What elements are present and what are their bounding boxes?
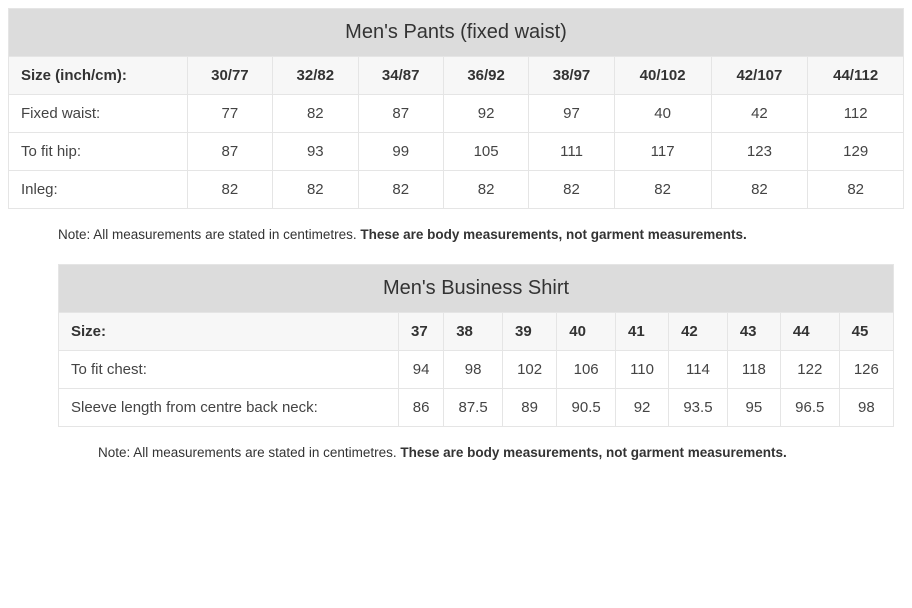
- shirt-header-row: Size: 37 38 39 40 41 42 43 44 45: [59, 313, 894, 351]
- note-prefix: Note: All measurements are stated in cen…: [58, 227, 360, 242]
- shirt-cell: 90.5: [557, 389, 616, 427]
- shirt-row-label: Sleeve length from centre back neck:: [59, 389, 399, 427]
- pants-cell: 117: [614, 133, 711, 171]
- shirt-note: Note: All measurements are stated in cen…: [8, 431, 904, 482]
- shirt-cell: 114: [669, 351, 728, 389]
- table-row: Sleeve length from centre back neck: 86 …: [59, 389, 894, 427]
- shirt-size-col: 37: [399, 313, 444, 351]
- shirt-title: Men's Business Shirt: [59, 265, 894, 313]
- shirt-cell: 96.5: [780, 389, 839, 427]
- pants-size-col: 42/107: [711, 57, 808, 95]
- shirt-row-label: To fit chest:: [59, 351, 399, 389]
- pants-table: Men's Pants (fixed waist) Size (inch/cm)…: [8, 8, 904, 209]
- shirt-cell: 94: [399, 351, 444, 389]
- shirt-size-col: 41: [616, 313, 669, 351]
- shirt-cell: 110: [616, 351, 669, 389]
- pants-cell: 82: [614, 171, 711, 209]
- pants-cell: 82: [358, 171, 443, 209]
- pants-cell: 123: [711, 133, 808, 171]
- shirt-size-col: 42: [669, 313, 728, 351]
- table-row: Inleg: 82 82 82 82 82 82 82 82: [9, 171, 904, 209]
- pants-row-label: Fixed waist:: [9, 95, 188, 133]
- shirt-cell: 95: [727, 389, 780, 427]
- pants-header-row: Size (inch/cm): 30/77 32/82 34/87 36/92 …: [9, 57, 904, 95]
- pants-cell: 105: [443, 133, 528, 171]
- pants-cell: 77: [187, 95, 272, 133]
- note-prefix: Note: All measurements are stated in cen…: [98, 445, 400, 460]
- shirt-cell: 93.5: [669, 389, 728, 427]
- pants-row-label: To fit hip:: [9, 133, 188, 171]
- shirt-cell: 118: [727, 351, 780, 389]
- shirt-size-col: 38: [444, 313, 503, 351]
- shirt-size-header: Size:: [59, 313, 399, 351]
- pants-cell: 82: [273, 95, 358, 133]
- shirt-cell: 126: [839, 351, 893, 389]
- shirt-size-col: 45: [839, 313, 893, 351]
- shirt-cell: 89: [502, 389, 556, 427]
- pants-cell: 92: [443, 95, 528, 133]
- pants-note: Note: All measurements are stated in cen…: [8, 213, 904, 264]
- shirt-cell: 98: [444, 351, 503, 389]
- shirt-size-col: 44: [780, 313, 839, 351]
- shirt-title-row: Men's Business Shirt: [59, 265, 894, 313]
- table-row: Fixed waist: 77 82 87 92 97 40 42 112: [9, 95, 904, 133]
- pants-cell: 129: [808, 133, 904, 171]
- pants-size-col: 38/97: [529, 57, 614, 95]
- pants-size-col: 30/77: [187, 57, 272, 95]
- pants-cell: 99: [358, 133, 443, 171]
- pants-cell: 82: [808, 171, 904, 209]
- pants-cell: 82: [443, 171, 528, 209]
- note-bold: These are body measurements, not garment…: [400, 445, 786, 460]
- table-row: To fit chest: 94 98 102 106 110 114 118 …: [59, 351, 894, 389]
- pants-cell: 97: [529, 95, 614, 133]
- pants-cell: 111: [529, 133, 614, 171]
- shirt-table-container: Men's Business Shirt Size: 37 38 39 40 4…: [8, 264, 904, 427]
- pants-cell: 87: [358, 95, 443, 133]
- shirt-cell: 106: [557, 351, 616, 389]
- pants-cell: 93: [273, 133, 358, 171]
- shirt-cell: 98: [839, 389, 893, 427]
- shirt-size-col: 39: [502, 313, 556, 351]
- shirt-table: Men's Business Shirt Size: 37 38 39 40 4…: [58, 264, 894, 427]
- shirt-size-col: 40: [557, 313, 616, 351]
- pants-cell: 42: [711, 95, 808, 133]
- pants-cell: 82: [273, 171, 358, 209]
- pants-title: Men's Pants (fixed waist): [9, 9, 904, 57]
- pants-row-label: Inleg:: [9, 171, 188, 209]
- pants-size-col: 40/102: [614, 57, 711, 95]
- pants-cell: 112: [808, 95, 904, 133]
- pants-cell: 82: [187, 171, 272, 209]
- shirt-cell: 92: [616, 389, 669, 427]
- shirt-cell: 102: [502, 351, 556, 389]
- shirt-size-col: 43: [727, 313, 780, 351]
- pants-size-col: 32/82: [273, 57, 358, 95]
- table-row: To fit hip: 87 93 99 105 111 117 123 129: [9, 133, 904, 171]
- pants-size-header: Size (inch/cm):: [9, 57, 188, 95]
- pants-size-col: 44/112: [808, 57, 904, 95]
- pants-size-col: 34/87: [358, 57, 443, 95]
- pants-cell: 40: [614, 95, 711, 133]
- shirt-cell: 86: [399, 389, 444, 427]
- pants-cell: 87: [187, 133, 272, 171]
- note-bold: These are body measurements, not garment…: [360, 227, 746, 242]
- pants-cell: 82: [711, 171, 808, 209]
- shirt-cell: 122: [780, 351, 839, 389]
- pants-table-container: Men's Pants (fixed waist) Size (inch/cm)…: [8, 8, 904, 209]
- pants-title-row: Men's Pants (fixed waist): [9, 9, 904, 57]
- shirt-cell: 87.5: [444, 389, 503, 427]
- pants-cell: 82: [529, 171, 614, 209]
- pants-size-col: 36/92: [443, 57, 528, 95]
